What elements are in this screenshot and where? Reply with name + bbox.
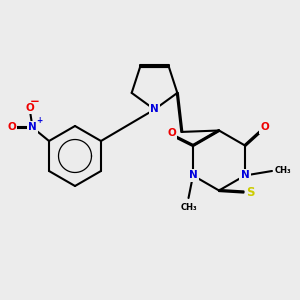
Text: O: O [167,128,176,139]
Text: −: − [30,95,40,109]
Text: N: N [241,170,249,181]
Text: S: S [246,185,254,199]
Text: N: N [189,170,197,181]
Text: +: + [36,116,42,125]
Text: CH₃: CH₃ [274,167,291,176]
Text: O: O [25,103,34,113]
Text: N: N [28,122,37,133]
Text: CH₃: CH₃ [180,202,197,211]
Text: N: N [150,104,159,115]
Text: O: O [260,122,269,133]
Text: O: O [7,122,16,133]
